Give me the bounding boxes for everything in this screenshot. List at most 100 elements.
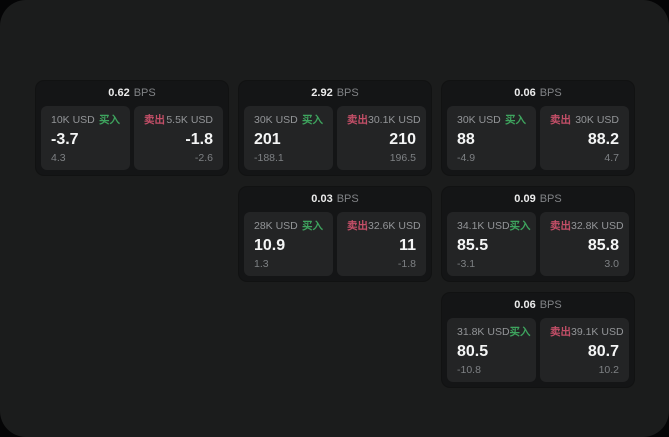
buy-panel[interactable]: 28K USD 买入 10.9 1.3 [244, 212, 333, 276]
sell-panel-header: 卖出 39.1K USD [550, 326, 624, 338]
card-header: 0.06 BPS [447, 81, 629, 106]
sell-delta: 196.5 [389, 151, 416, 164]
bps-value: 0.03 [311, 193, 333, 205]
buy-amount: 34.1K USD [457, 220, 510, 232]
card-header: 0.62 BPS [41, 81, 223, 106]
buy-label: 买入 [302, 114, 323, 126]
buy-panel[interactable]: 31.8K USD 买入 80.5 -10.8 [447, 318, 536, 382]
quote-card: 2.92 BPS 30K USD 买入 201 -188.1 卖出 30.1K … [239, 81, 431, 175]
sell-price: 210 [389, 130, 416, 148]
card-header: 0.09 BPS [447, 187, 629, 212]
quote-card: 0.62 BPS 10K USD 买入 -3.7 4.3 卖出 5.5K USD [36, 81, 228, 175]
quote-card: 0.06 BPS 31.8K USD 买入 80.5 -10.8 卖出 39.1… [442, 293, 634, 387]
buy-price: 88 [457, 130, 475, 148]
sell-panel[interactable]: 卖出 30.1K USD 210 196.5 [337, 106, 426, 170]
buy-panel[interactable]: 34.1K USD 买入 85.5 -3.1 [447, 212, 536, 276]
card-header: 0.03 BPS [244, 187, 426, 212]
quote-card: 0.03 BPS 28K USD 买入 10.9 1.3 卖出 32.6K US… [239, 187, 431, 281]
buy-label: 买入 [505, 114, 526, 126]
sell-panel[interactable]: 卖出 32.6K USD 11 -1.8 [337, 212, 426, 276]
sell-panel[interactable]: 卖出 30K USD 88.2 4.7 [540, 106, 629, 170]
sell-label: 卖出 [144, 114, 165, 126]
bps-unit-label: BPS [539, 299, 562, 311]
sell-amount: 32.8K USD [571, 220, 624, 232]
card-header: 0.06 BPS [447, 293, 629, 318]
sell-amount: 5.5K USD [166, 114, 213, 126]
buy-delta: -188.1 [254, 151, 284, 164]
buy-panel-header: 10K USD 买入 [51, 115, 120, 126]
sell-panel-header: 卖出 32.6K USD [347, 220, 421, 232]
bps-unit-label: BPS [133, 87, 156, 99]
bps-unit-label: BPS [539, 87, 562, 99]
buy-panel-header: 30K USD 买入 [254, 115, 323, 126]
buy-label: 买入 [509, 326, 531, 338]
buy-price: 80.5 [457, 342, 489, 360]
sell-price: 11 [399, 236, 416, 254]
buy-amount: 31.8K USD [457, 326, 510, 338]
sell-label: 卖出 [550, 220, 571, 232]
card-body: 30K USD 买入 88 -4.9 卖出 30K USD 88.2 4.7 [447, 106, 629, 170]
bps-value: 0.06 [514, 299, 536, 311]
buy-delta: 1.3 [254, 257, 269, 270]
sell-label: 卖出 [550, 326, 571, 338]
buy-amount: 10K USD [51, 114, 95, 126]
buy-delta: -3.1 [457, 257, 476, 270]
sell-panel-header: 卖出 32.8K USD [550, 220, 624, 232]
quote-card: 0.06 BPS 30K USD 买入 88 -4.9 卖出 30K USD [442, 81, 634, 175]
buy-label: 买入 [509, 220, 531, 232]
buy-panel[interactable]: 30K USD 买入 201 -188.1 [244, 106, 333, 170]
card-body: 28K USD 买入 10.9 1.3 卖出 32.6K USD 11 -1.8 [244, 212, 426, 276]
buy-label: 买入 [99, 114, 120, 126]
sell-delta: -2.6 [194, 151, 213, 164]
bps-value: 0.62 [108, 87, 130, 99]
buy-label: 买入 [302, 220, 323, 232]
buy-price: 85.5 [457, 236, 489, 254]
buy-amount: 30K USD [254, 114, 298, 126]
sell-amount: 32.6K USD [368, 220, 421, 232]
buy-amount: 28K USD [254, 220, 298, 232]
sell-panel[interactable]: 卖出 5.5K USD -1.8 -2.6 [134, 106, 223, 170]
sell-label: 卖出 [347, 114, 368, 126]
bps-unit-label: BPS [336, 193, 359, 205]
buy-panel-header: 34.1K USD 买入 [457, 220, 531, 232]
sell-price: -1.8 [185, 130, 213, 148]
buy-panel-header: 31.8K USD 买入 [457, 326, 531, 338]
buy-panel[interactable]: 30K USD 买入 88 -4.9 [447, 106, 536, 170]
sell-delta: 10.2 [598, 363, 619, 376]
sell-panel[interactable]: 卖出 39.1K USD 80.7 10.2 [540, 318, 629, 382]
buy-price: 10.9 [254, 236, 286, 254]
bps-unit-label: BPS [539, 193, 562, 205]
buy-panel-header: 28K USD 买入 [254, 221, 323, 232]
sell-delta: 4.7 [604, 151, 619, 164]
buy-delta: 4.3 [51, 151, 66, 164]
sell-delta: -1.8 [397, 257, 416, 270]
sell-panel[interactable]: 卖出 32.8K USD 85.8 3.0 [540, 212, 629, 276]
bps-unit-label: BPS [336, 87, 359, 99]
sell-price: 88.2 [587, 130, 619, 148]
sell-amount: 30K USD [575, 114, 619, 126]
quote-card: 0.09 BPS 34.1K USD 买入 85.5 -3.1 卖出 32.8K… [442, 187, 634, 281]
sell-label: 卖出 [347, 220, 368, 232]
buy-price: -3.7 [51, 130, 79, 148]
sell-price: 80.7 [587, 342, 619, 360]
bps-value: 0.06 [514, 87, 536, 99]
buy-delta: -10.8 [457, 363, 481, 376]
sell-amount: 30.1K USD [368, 114, 421, 126]
card-body: 34.1K USD 买入 85.5 -3.1 卖出 32.8K USD 85.8… [447, 212, 629, 276]
bps-value: 0.09 [514, 193, 536, 205]
card-body: 31.8K USD 买入 80.5 -10.8 卖出 39.1K USD 80.… [447, 318, 629, 382]
buy-panel[interactable]: 10K USD 买入 -3.7 4.3 [41, 106, 130, 170]
card-body: 30K USD 买入 201 -188.1 卖出 30.1K USD 210 1… [244, 106, 426, 170]
sell-delta: 3.0 [604, 257, 619, 270]
buy-amount: 30K USD [457, 114, 501, 126]
bps-value: 2.92 [311, 87, 333, 99]
buy-panel-header: 30K USD 买入 [457, 115, 526, 126]
sell-amount: 39.1K USD [571, 326, 624, 338]
buy-delta: -4.9 [457, 151, 476, 164]
card-body: 10K USD 买入 -3.7 4.3 卖出 5.5K USD -1.8 -2.… [41, 106, 223, 170]
buy-price: 201 [254, 130, 281, 148]
quote-cards-grid: 0.62 BPS 10K USD 买入 -3.7 4.3 卖出 5.5K USD [36, 81, 634, 387]
sell-panel-header: 卖出 30K USD [550, 115, 619, 126]
sell-label: 卖出 [550, 114, 571, 126]
